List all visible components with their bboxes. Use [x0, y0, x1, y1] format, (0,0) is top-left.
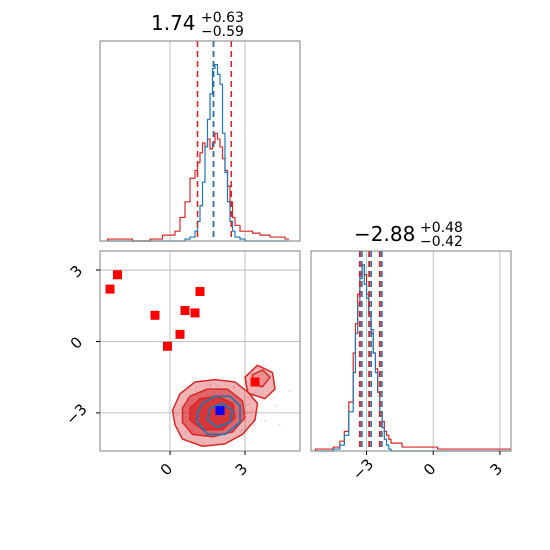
- sample-dot-32: [248, 402, 251, 405]
- marker-red-7: [195, 286, 205, 296]
- histogram-bars-param1: [106, 63, 289, 242]
- marker-red-1: [113, 270, 122, 280]
- frame-joint: [99, 250, 301, 452]
- marker-red-0: [105, 284, 115, 294]
- histogram-panel-param1: 1.74 +0.63 −0.59: [99, 10, 301, 242]
- sample-dot-73: [244, 403, 247, 406]
- sample-dot-38: [180, 405, 183, 408]
- sample-dot-24: [195, 390, 198, 393]
- sample-dot-25: [288, 389, 291, 392]
- sample-dot-65: [253, 423, 256, 426]
- title-param2-minus: −0.42: [420, 234, 463, 250]
- x-tick-label-joint-1: 3: [232, 460, 251, 479]
- hist-param1-blue: [107, 63, 289, 242]
- hist-param1-red: [106, 132, 289, 242]
- sample-dot-59: [253, 391, 256, 394]
- density-contours: [171, 364, 276, 447]
- marker-red-8: [250, 377, 260, 387]
- sample-dot-47: [233, 386, 236, 389]
- title-param2-median: −2.88: [354, 222, 415, 246]
- grid-h1: [169, 41, 246, 241]
- title-param1-minus: −0.59: [201, 24, 244, 40]
- sample-dot-36: [264, 420, 267, 423]
- quantile-lines-param1: [196, 41, 233, 241]
- sample-dot-60: [209, 384, 212, 387]
- title-param2-plus: +0.48: [420, 220, 463, 236]
- frame-h1: [99, 40, 301, 242]
- sample-dot-37: [240, 429, 243, 432]
- y-tick-label-joint-1: 0: [67, 333, 86, 352]
- title-param1-plus: +0.63: [201, 10, 244, 26]
- histogram-panel-param2: −3 0 3 −2.88 +0.48 −0.42: [310, 220, 512, 484]
- x-ticks-h2: −3 0 3: [349, 451, 506, 484]
- marker-blue: [215, 406, 225, 416]
- marker-red-4: [175, 329, 185, 339]
- x-tick-label-h2-0: −3: [349, 455, 377, 483]
- sample-dot-46: [174, 409, 177, 412]
- sample-dot-43: [184, 430, 187, 433]
- contour-blue-1: [206, 402, 234, 429]
- sample-dot-15: [244, 419, 247, 422]
- point-markers: [105, 270, 260, 416]
- marker-red-5: [180, 306, 190, 316]
- grid-joint: [100, 251, 300, 451]
- sample-dot-78: [246, 411, 249, 414]
- sample-dot-63: [247, 396, 250, 399]
- contour-blue-0: [196, 395, 241, 436]
- histogram-bars-param2: [314, 264, 511, 452]
- hist-param2-red: [314, 264, 511, 451]
- marker-red-3: [163, 341, 172, 351]
- sample-dot-7: [215, 384, 218, 387]
- hist-param2-blue: [315, 264, 511, 452]
- sample-dot-64: [178, 408, 181, 411]
- x-tick-label-joint-0: 0: [157, 460, 176, 479]
- y-tick-label-joint-0: −3: [62, 400, 90, 428]
- sample-dot-27: [175, 413, 178, 416]
- sample-dot-39: [277, 424, 280, 427]
- sample-dot-68: [250, 429, 253, 432]
- title-param1-median: 1.74: [151, 11, 196, 35]
- x-tick-label-h2-1: 0: [420, 460, 439, 479]
- y-ticks-joint: −3 0 3: [62, 262, 100, 429]
- marker-red-6: [190, 308, 200, 318]
- quantile-lines-param2: [358, 251, 383, 451]
- sample-dot-20: [250, 410, 253, 413]
- y-tick-label-joint-2: 3: [67, 262, 86, 281]
- frame-h2: [310, 250, 512, 452]
- x-tick-label-h2-2: 3: [487, 460, 506, 479]
- sample-dot-58: [274, 404, 277, 407]
- marker-red-2: [150, 310, 160, 320]
- grid-h2: [366, 251, 501, 451]
- sample-dot-56: [248, 388, 251, 391]
- sample-dot-8: [183, 385, 186, 388]
- sample-dot-55: [251, 398, 254, 401]
